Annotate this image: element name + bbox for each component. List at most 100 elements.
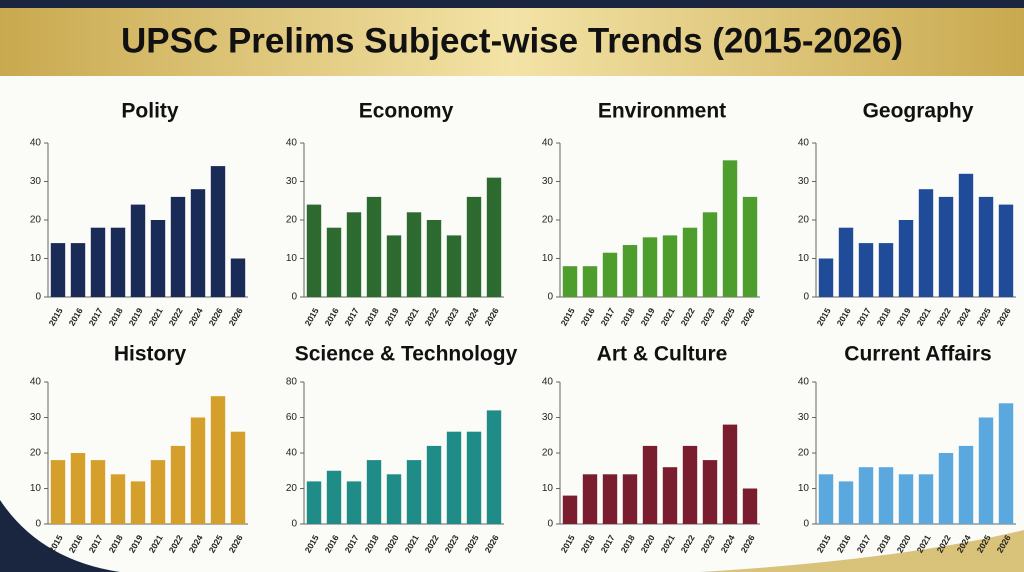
bar — [582, 266, 598, 297]
bar — [406, 460, 422, 524]
y-tick-label: 20 — [798, 448, 810, 459]
bar — [170, 196, 186, 297]
bar — [130, 204, 146, 297]
bar — [998, 403, 1014, 524]
bar — [446, 431, 462, 524]
bar — [446, 235, 462, 297]
bar — [878, 467, 894, 524]
corner-decoration — [700, 530, 1024, 572]
y-tick-label: 30 — [30, 412, 42, 423]
y-tick-label: 0 — [547, 519, 553, 530]
page-title: UPSC Prelims Subject-wise Trends (2015-2… — [121, 21, 903, 60]
y-tick-label: 20 — [286, 215, 298, 226]
bar — [702, 460, 718, 524]
bar — [602, 474, 618, 524]
bar — [50, 243, 66, 297]
y-tick-label: 60 — [286, 412, 298, 423]
y-tick-label: 30 — [286, 176, 298, 187]
bar — [150, 220, 166, 297]
y-tick-label: 10 — [798, 483, 810, 494]
bar — [898, 474, 914, 524]
chart-title: Science & Technology — [295, 343, 518, 366]
y-tick-label: 40 — [798, 377, 810, 388]
bar — [366, 460, 382, 524]
bar — [838, 227, 854, 297]
bar — [958, 173, 974, 297]
bar — [346, 212, 362, 297]
y-tick-label: 10 — [542, 483, 554, 494]
bar — [150, 460, 166, 524]
y-tick-label: 20 — [542, 215, 554, 226]
chart-title: History — [114, 343, 187, 366]
bar — [742, 196, 758, 297]
corner-decoration — [0, 500, 120, 572]
y-tick-label: 10 — [542, 253, 554, 264]
bar — [90, 460, 106, 524]
header-band — [0, 8, 1024, 76]
y-tick-label: 20 — [30, 448, 42, 459]
y-tick-label: 30 — [542, 176, 554, 187]
bar — [858, 243, 874, 297]
chart-title: Polity — [121, 100, 178, 123]
bar — [50, 460, 66, 524]
bar — [918, 474, 934, 524]
y-tick-label: 40 — [286, 138, 298, 149]
bar — [466, 431, 482, 524]
bar — [170, 445, 186, 524]
y-tick-label: 30 — [30, 176, 42, 187]
bar — [306, 204, 322, 297]
bar — [110, 227, 126, 297]
y-tick-label: 40 — [542, 377, 554, 388]
y-tick-label: 30 — [542, 412, 554, 423]
y-tick-label: 0 — [35, 519, 41, 530]
y-tick-label: 10 — [30, 483, 42, 494]
bar — [682, 445, 698, 524]
bar — [426, 445, 442, 524]
bar — [366, 196, 382, 297]
bar — [682, 227, 698, 297]
y-tick-label: 0 — [35, 292, 41, 303]
chart-title: Environment — [598, 100, 726, 123]
bar — [878, 243, 894, 297]
bar — [838, 481, 854, 524]
bar — [386, 235, 402, 297]
y-tick-label: 40 — [542, 138, 554, 149]
bar — [662, 467, 678, 524]
bar — [110, 474, 126, 524]
bar — [818, 474, 834, 524]
chart-title: Geography — [863, 100, 974, 123]
bar — [90, 227, 106, 297]
top-strip — [0, 0, 1024, 8]
bar — [130, 481, 146, 524]
bar — [486, 177, 502, 297]
bar — [406, 212, 422, 297]
bar — [702, 212, 718, 297]
bar — [898, 220, 914, 297]
y-tick-label: 10 — [286, 253, 298, 264]
bar — [858, 467, 874, 524]
bar — [386, 474, 402, 524]
bar — [818, 258, 834, 297]
bar — [70, 243, 86, 297]
bar — [978, 417, 994, 524]
chart-title: Economy — [359, 100, 454, 123]
bar — [602, 252, 618, 297]
bar — [326, 470, 342, 524]
bar — [346, 481, 362, 524]
bar — [938, 453, 954, 524]
y-tick-label: 0 — [291, 292, 297, 303]
bar — [230, 431, 246, 524]
bar — [210, 396, 226, 524]
bar — [326, 227, 342, 297]
y-tick-label: 0 — [291, 519, 297, 530]
y-tick-label: 80 — [286, 377, 298, 388]
bar — [426, 220, 442, 297]
bar — [486, 410, 502, 524]
bar — [742, 488, 758, 524]
bar — [662, 235, 678, 297]
bar — [230, 258, 246, 297]
bar — [642, 445, 658, 524]
